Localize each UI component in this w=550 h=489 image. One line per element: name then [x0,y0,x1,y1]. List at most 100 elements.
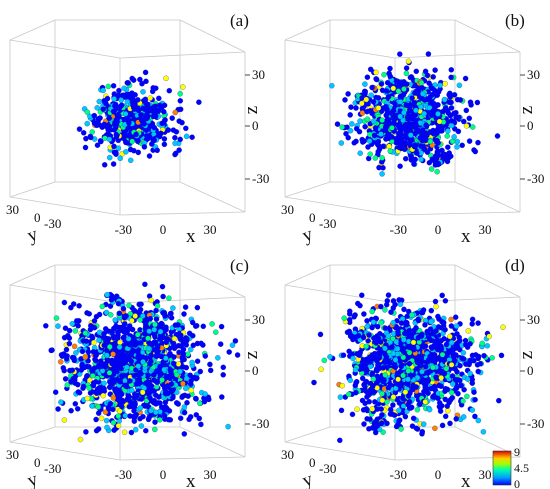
data-point [421,388,427,395]
data-point [177,98,184,104]
y-tick-label: 0 [34,210,41,225]
data-point [369,425,376,431]
data-point [128,111,134,118]
data-point [172,140,178,147]
data-point [411,346,417,352]
z-tick-label: 30 [252,312,265,327]
data-point [442,388,448,394]
data-point [420,127,426,133]
data-point [196,415,203,422]
data-point [398,363,405,370]
data-point [101,162,108,168]
data-point [151,326,158,333]
data-point [448,117,455,124]
data-point [363,96,370,103]
data-point [162,416,168,422]
data-point [166,408,173,414]
data-point [217,341,224,347]
z-tick-label: -30 [527,171,544,186]
data-point [157,363,163,370]
data-point [379,171,385,177]
data-point [207,367,214,374]
data-point [384,399,390,405]
data-point [413,121,419,128]
data-point [157,417,163,423]
data-point [413,384,420,390]
data-point [409,312,415,318]
data-point [397,51,403,57]
data-point [386,143,392,150]
data-point [380,429,386,435]
data-point [158,320,165,327]
data-point [156,95,162,102]
data-point [378,108,385,114]
data-point [55,406,61,412]
data-point [84,120,90,127]
data-point [436,400,443,406]
data-point [456,114,462,121]
data-point [423,122,429,128]
data-point [140,105,146,112]
data-point [385,292,392,298]
data-point [362,123,368,130]
data-point [180,346,187,353]
data-point [426,159,433,166]
data-point [364,318,370,324]
data-point [459,142,465,149]
data-point [135,149,142,156]
data-point [375,138,382,145]
colorbar-tick-max: 9 [514,445,520,459]
data-point [374,323,381,330]
data-point [369,110,375,117]
data-point [378,131,384,137]
data-point [121,85,127,92]
data-point [413,107,419,114]
data-point [103,309,110,316]
data-point [432,103,439,110]
data-point [133,131,139,138]
data-point [185,393,191,399]
data-point [403,70,410,77]
panel-label: (c) [230,256,249,275]
data-point [106,384,113,390]
data-point [115,413,122,419]
data-point [123,383,130,390]
data-point [402,155,409,162]
data-point [390,85,397,92]
data-point [372,353,379,359]
data-point [454,331,460,337]
data-point [84,395,91,402]
data-point [407,132,414,138]
data-point [93,390,100,396]
data-point [426,105,433,111]
data-point [400,354,407,361]
data-point [86,311,92,317]
data-point [455,390,461,397]
y-tick-label: 0 [309,210,316,225]
data-point [387,339,393,346]
z-tick-label: 0 [527,363,534,378]
y-tick-label: -30 [44,216,61,231]
data-point [106,115,112,122]
data-point [362,81,368,87]
data-point [467,99,474,105]
data-point [379,155,385,161]
data-point [190,332,196,339]
data-point [117,379,124,385]
data-point [117,339,123,346]
box-edge [119,456,246,461]
data-point [89,367,95,374]
data-point [442,413,449,420]
data-point [405,376,411,383]
data-point [466,115,473,122]
data-point [395,78,401,85]
data-point [163,339,170,346]
data-point [87,133,94,140]
data-point [123,149,129,155]
data-point [442,80,448,87]
x-tick-label: 0 [435,222,442,237]
data-point [420,379,427,386]
data-point [475,368,481,375]
data-point [81,364,88,371]
data-point [151,339,157,346]
